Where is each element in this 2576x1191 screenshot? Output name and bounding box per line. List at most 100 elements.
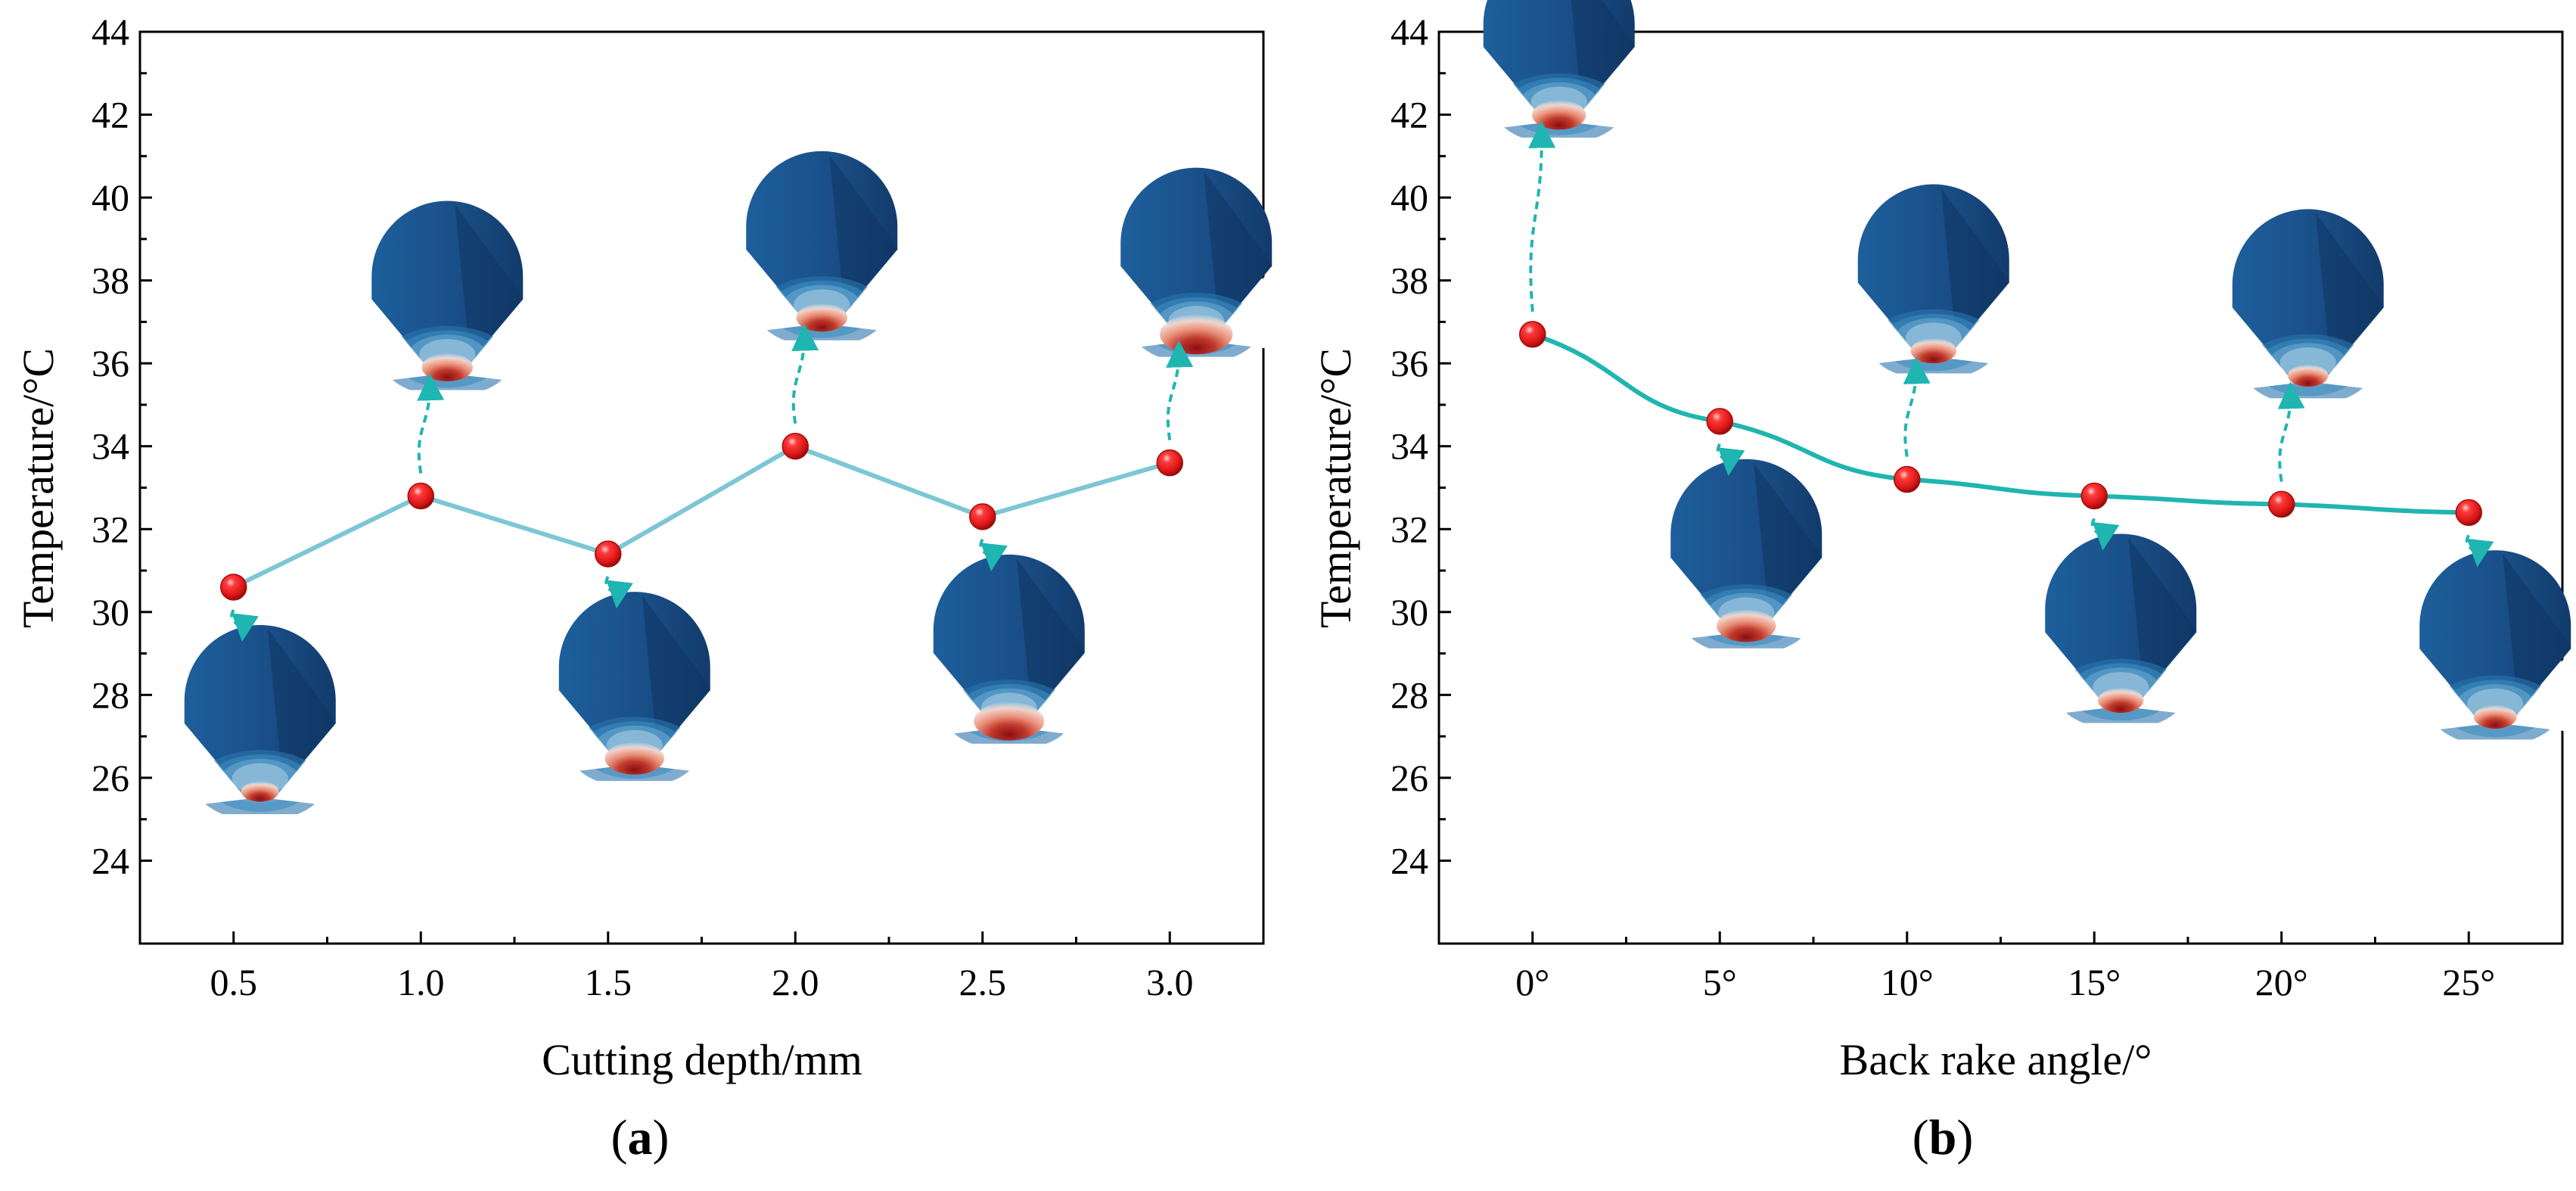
tool-tip-inset [1481,0,1636,176]
tool-tip-inset-mask-left [1669,557,1733,641]
y-tick-label: 24 [1391,839,1428,882]
y-tick-label: 28 [1391,673,1428,716]
series-line [1531,331,2469,515]
y-axis-ticks-a: 24 26 28 30 32 34 36 38 40 42 44 [92,11,152,882]
tool-tip-inset-hot-spot [241,781,279,802]
data-point [1519,321,1546,348]
tool-tip-inset-hot-spot [2288,364,2329,387]
tool-tip-inset-mask-left [1856,282,1920,366]
inset-arrow [230,608,259,642]
x-axis-title-a: Cutting depth/mm [542,1035,862,1084]
y-tick-label: 36 [1391,342,1428,384]
tool-tip-inset-facet [1754,462,1822,618]
y-tick-label: 34 [92,425,129,468]
y-tick-label: 44 [1391,11,1428,53]
x-axis-ticks-b: 0° 5° 10° 15° 20° 25° [1515,931,2495,1003]
tool-tip-inset [931,554,1086,782]
tool-tip-inset [2230,209,2385,437]
tool-tip-inset-hot-spot [604,742,664,775]
tool-tip-inset-mask-bottom [402,390,493,428]
tool-tip-inset-mask-right [1572,46,1636,130]
y-tick-label: 32 [1391,508,1428,550]
data-point [782,432,809,460]
data-point [1894,465,1921,493]
data-point [220,574,247,601]
tool-tip-inset-mask-bottom [963,743,1055,782]
panel-tag-a: (a) [611,1110,670,1165]
inset-arrow [417,373,445,474]
x-axis-ticks-a: 0.5 1.0 1.5 2.0 2.5 3.0 [210,931,1194,1003]
tool-tip-inset [1669,459,1824,686]
tool-tip-inset-mask-right [2509,648,2573,732]
series-b [1519,321,2482,527]
tool-tip-inset-facet [2315,213,2384,368]
panel-letter-b: b [1929,1110,1957,1165]
data-point [2455,499,2482,527]
tool-tip-inset-hot-spot [421,353,474,382]
data-point [2080,482,2108,510]
panel-tag-b: (b) [1913,1110,1974,1165]
tool-tip-inset-mask-left [370,299,434,383]
y-tick-label: 28 [92,673,129,716]
tool-tip-inset-mask-left [557,690,621,774]
tool-tip-inset [2418,550,2573,778]
tool-tip-inset-mask-bottom [776,340,868,378]
tool-tip-inset-mask-left [2418,648,2482,732]
y-tick-label: 30 [92,591,129,633]
y-tick-label: 34 [1391,425,1428,468]
y-axis-ticks-b: 24 26 28 30 32 34 36 38 40 42 44 [1391,11,1451,882]
tool-tip-inset-facet [1016,558,1085,714]
data-point [1156,449,1183,477]
data-point [1706,408,1733,435]
tool-tip-inset-hot-spot [974,701,1045,741]
x-tick-label: 10° [1881,961,1934,1003]
y-tick-label: 42 [92,94,129,136]
x-tick-label: 2.5 [959,961,1007,1003]
inset-arrows-a [230,323,1194,642]
y-axis-title-b: Temperature/°C [1311,348,1360,628]
tool-tip-inset [370,201,525,428]
y-tick-label: 40 [92,176,129,219]
inset-arrow [1528,120,1556,313]
y-tick-label: 30 [1391,591,1428,633]
x-tick-label: 0.5 [210,961,258,1003]
tool-tip-inset-hot-spot [1717,609,1776,642]
tool-tip-inset-mask-left [2230,307,2295,391]
x-tick-label: 0° [1515,961,1549,1003]
inset-arrow [791,323,819,424]
panel-a: 24 26 28 30 32 34 36 38 40 42 44 0.5 1.0 1.5 2.0 2.5 3.… [14,11,1274,1165]
tool-tip-inset-hot-spot [1910,337,1956,364]
tool-tip-inset-hot-spot [2098,687,2144,714]
tool-tip-insets-b [1481,0,2573,778]
x-tick-label: 25° [2442,961,2495,1003]
tool-tip-inset-mask-left [182,723,247,807]
tool-tip-inset-mask-right [2321,307,2385,391]
tool-tip-inset-mask-right [835,249,900,333]
tool-tip-inset [1856,184,2011,412]
inset-arrow [604,576,633,609]
tool-tip-inset-mask-left [1481,46,1546,130]
y-tick-label: 38 [92,260,129,302]
tool-tip-inset-hot-spot [2473,704,2517,729]
x-tick-label: 15° [2068,961,2121,1003]
inset-arrow [1716,443,1745,477]
tool-tip-inset-mask-bottom [2075,723,2167,761]
tool-tip-inset-hot-spot [796,303,848,332]
data-point [2268,490,2295,518]
tool-tip-inset-facet [1941,188,2009,344]
tool-tip-inset-facet [2503,554,2571,710]
x-tick-label: 1.5 [585,961,632,1003]
tool-tip-inset-facet [455,204,524,360]
tool-tip-inset-mask-bottom [2262,398,2354,437]
tool-tip-inset [182,624,337,852]
tool-tip-inset-mask-left [744,249,809,333]
y-axis-title-a: Temperature/°C [14,348,63,628]
y-tick-label: 40 [1391,176,1428,219]
tool-tip-inset-facet [2128,537,2197,693]
tool-tip-inset-facet [267,628,336,784]
tool-tip-inset [557,592,712,819]
x-axis-title-b: Back rake angle/° [1840,1035,2152,1084]
tool-tip-inset-mask-bottom [214,813,306,852]
